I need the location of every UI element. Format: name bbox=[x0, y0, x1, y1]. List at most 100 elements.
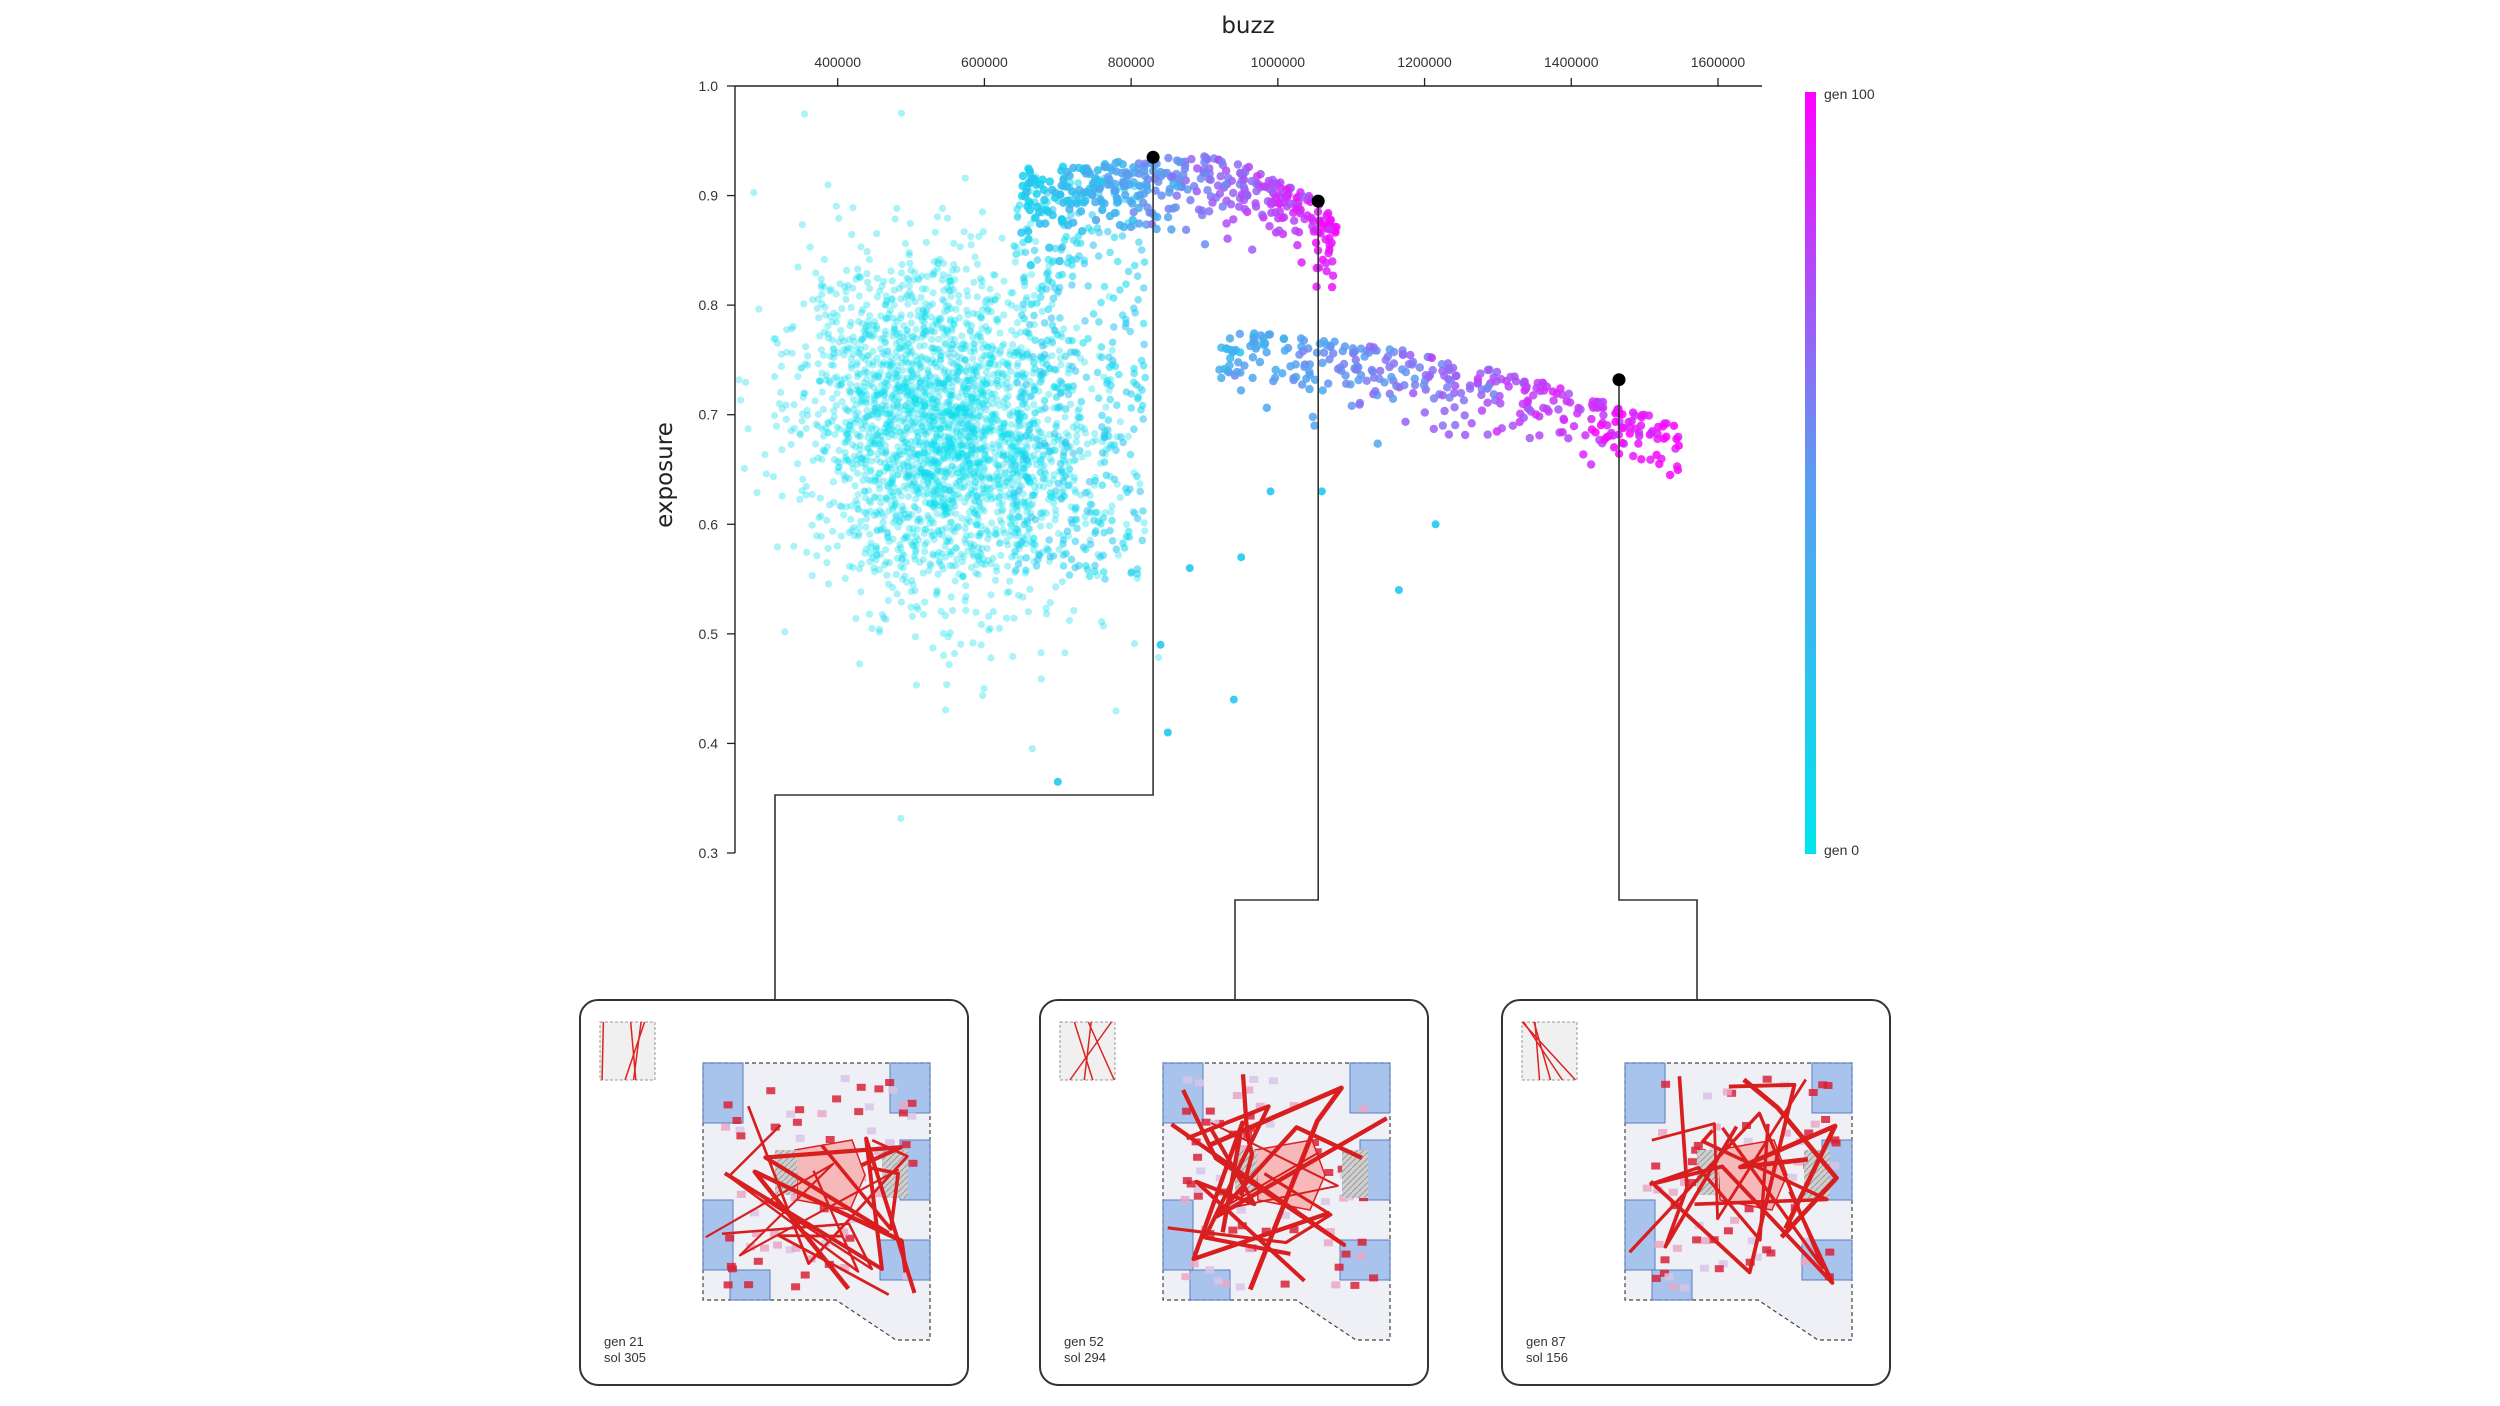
scatter-point bbox=[903, 374, 911, 382]
scatter-point bbox=[883, 297, 891, 305]
scatter-point bbox=[994, 461, 1002, 469]
scatter-point bbox=[933, 459, 942, 467]
scatter-point bbox=[1409, 389, 1418, 398]
scatter-point bbox=[1324, 249, 1333, 258]
scatter-point bbox=[828, 336, 837, 344]
scatter-point bbox=[971, 497, 979, 505]
scatter-point bbox=[955, 367, 963, 375]
scatter-point bbox=[930, 394, 938, 403]
scatter-point bbox=[817, 275, 825, 283]
scatter-point bbox=[993, 469, 1001, 478]
scatter-point bbox=[886, 464, 894, 472]
scatter-point bbox=[874, 474, 882, 483]
scatter-point bbox=[1297, 258, 1306, 267]
scatter-point bbox=[991, 390, 999, 398]
scatter-point bbox=[829, 527, 837, 535]
scatter-point bbox=[920, 318, 929, 327]
scatter-point bbox=[1133, 565, 1142, 573]
scatter-point bbox=[947, 439, 955, 447]
scatter-point bbox=[897, 512, 905, 520]
scatter-point bbox=[1011, 547, 1019, 556]
scatter-point bbox=[999, 357, 1007, 365]
scatter-point bbox=[978, 476, 986, 484]
scatter-point bbox=[934, 459, 942, 467]
building-cell bbox=[864, 1103, 874, 1111]
scatter-point bbox=[988, 394, 996, 402]
scatter-point bbox=[1139, 319, 1148, 328]
scatter-point bbox=[925, 499, 934, 507]
scatter-point bbox=[1126, 222, 1136, 232]
scatter-point bbox=[1033, 256, 1042, 264]
building-cell bbox=[1821, 1116, 1831, 1123]
scatter-point bbox=[877, 389, 885, 397]
scatter-point bbox=[1476, 369, 1485, 378]
scatter-point bbox=[899, 383, 908, 391]
building-cell bbox=[1723, 1227, 1733, 1235]
scatter-point bbox=[854, 369, 862, 377]
scatter-point bbox=[936, 559, 944, 567]
building-cell bbox=[766, 1087, 776, 1095]
scatter-point bbox=[872, 542, 880, 551]
scatter-point bbox=[882, 546, 890, 554]
scatter-point bbox=[894, 443, 902, 451]
solution-panel[interactable]: gen 52 sol 294 bbox=[1039, 999, 1429, 1386]
scatter-point bbox=[863, 375, 871, 383]
scatter-point bbox=[964, 311, 972, 319]
scatter-point bbox=[1003, 614, 1011, 622]
scatter-point bbox=[964, 321, 972, 329]
scatter-point bbox=[904, 399, 913, 407]
scatter-point bbox=[921, 541, 929, 549]
scatter-point bbox=[993, 567, 1001, 575]
scatter-point bbox=[881, 327, 889, 335]
scatter-point bbox=[916, 438, 925, 446]
scatter-point bbox=[1108, 537, 1117, 545]
scatter-point bbox=[854, 490, 862, 499]
scatter-point bbox=[935, 345, 943, 353]
scatter-point bbox=[1049, 499, 1058, 507]
scatter-point bbox=[897, 492, 905, 500]
scatter-point bbox=[966, 428, 974, 436]
building-cell bbox=[907, 1112, 917, 1120]
highlighted-point[interactable] bbox=[1146, 150, 1160, 164]
scatter-point bbox=[878, 401, 886, 410]
scatter-point bbox=[889, 583, 897, 592]
scatter-point bbox=[863, 301, 871, 309]
scatter-point bbox=[958, 420, 966, 428]
scatter-point bbox=[1060, 492, 1069, 500]
scatter-point bbox=[820, 328, 828, 336]
scatter-point bbox=[964, 443, 972, 451]
scatter-point bbox=[886, 306, 895, 314]
scatter-point bbox=[820, 447, 828, 455]
scatter-point bbox=[999, 526, 1007, 534]
highlighted-point[interactable] bbox=[1311, 194, 1325, 208]
scatter-point bbox=[1105, 175, 1114, 184]
scatter-point bbox=[997, 433, 1005, 441]
scatter-point bbox=[834, 381, 842, 390]
scatter-point bbox=[943, 329, 952, 337]
scatter-point bbox=[970, 434, 978, 442]
building-cell bbox=[736, 1132, 746, 1140]
scatter-point bbox=[1103, 376, 1112, 385]
scatter-point bbox=[1096, 553, 1105, 561]
scatter-point bbox=[967, 232, 975, 241]
solution-panel[interactable]: gen 87 sol 156 bbox=[1501, 999, 1891, 1386]
scatter-point bbox=[983, 495, 991, 503]
highlighted-point[interactable] bbox=[1612, 373, 1626, 387]
solution-panel[interactable]: gen 21 sol 305 bbox=[579, 999, 969, 1386]
scatter-point bbox=[876, 287, 884, 295]
scatter-point bbox=[844, 429, 852, 437]
scatter-point bbox=[876, 442, 884, 450]
scatter-point bbox=[1365, 342, 1375, 351]
scatter-point bbox=[1037, 509, 1045, 517]
scatter-point bbox=[976, 549, 984, 557]
scatter-point bbox=[1044, 207, 1053, 217]
scatter-point bbox=[994, 370, 1002, 378]
building-cell bbox=[1195, 1079, 1204, 1087]
scatter-point bbox=[1569, 422, 1579, 431]
scatter-point bbox=[890, 495, 898, 504]
scatter-point bbox=[943, 398, 951, 406]
scatter-point bbox=[987, 298, 995, 306]
scatter-point bbox=[833, 312, 841, 320]
scatter-point bbox=[911, 352, 920, 360]
scatter-point bbox=[986, 485, 994, 493]
